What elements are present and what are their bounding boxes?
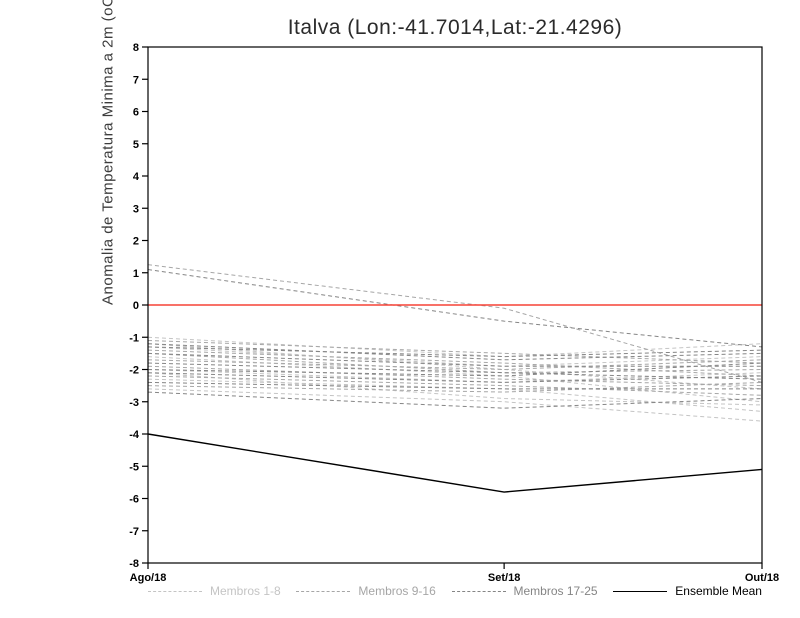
series-line: [147, 269, 763, 348]
series-line: [147, 378, 763, 412]
legend-line-sample: [451, 590, 506, 592]
legend-line-sample: [613, 590, 668, 592]
legend-line-sample: [296, 590, 351, 592]
y-tick-label: 2: [133, 236, 139, 248]
series-line: [147, 343, 763, 361]
chart-title: Italva (Lon:-41.7014,Lat:-21.4296): [287, 16, 623, 39]
y-tick-label: 1: [133, 268, 139, 280]
legend-item-membros-17-25: Membros 17-25: [451, 584, 598, 598]
series-line: [147, 381, 763, 393]
y-tick-label: 8: [133, 42, 139, 54]
series-line: [147, 343, 763, 390]
legend-item-membros-1-8: Membros 1-8: [148, 584, 281, 598]
y-tick-label: -3: [129, 397, 139, 409]
series-line: [147, 388, 763, 422]
series-line: [147, 362, 763, 377]
legend-label: Membros 9-16: [358, 584, 436, 598]
series-line: [147, 339, 763, 364]
series-line: [147, 352, 762, 367]
series-line: [147, 359, 763, 371]
y-tick-label: 0: [133, 300, 139, 312]
series-line: [147, 372, 763, 383]
y-tick-label: 7: [133, 74, 139, 86]
series-line: [147, 391, 763, 409]
y-tick-label: 5: [133, 139, 139, 151]
series-line: [147, 349, 763, 377]
chart-legend: Membros 1-8 Membros 9-16 Membros 17-25 Ense…: [148, 584, 762, 598]
series-line: [147, 375, 763, 396]
series-line: [147, 336, 763, 358]
x-tick-label: Out/18: [745, 572, 779, 584]
legend-label: Ensemble Mean: [675, 584, 762, 598]
series-line: [147, 264, 763, 383]
series-line: [147, 369, 763, 383]
x-tick-label: Ago/18: [130, 572, 167, 584]
series-line: [147, 352, 763, 374]
y-tick-label: -5: [129, 461, 139, 473]
series-line: [147, 372, 763, 406]
y-tick-label: -6: [129, 494, 139, 506]
y-tick-label: -7: [129, 526, 139, 538]
series-line: [147, 346, 763, 358]
legend-label: Membros 17-25: [513, 584, 598, 598]
y-tick-label: 4: [133, 171, 140, 183]
legend-item-membros-9-16: Membros 9-16: [296, 584, 436, 598]
series-line: [147, 433, 763, 493]
y-tick-label: 6: [133, 107, 139, 119]
series-line: [147, 381, 762, 390]
x-tick-label: Set/18: [488, 572, 520, 584]
legend-label: Membros 1-8: [210, 584, 281, 598]
series-line: [147, 362, 763, 380]
y-tick-label: 3: [133, 203, 139, 215]
legend-item-ensemble-mean: Ensemble Mean: [613, 584, 762, 598]
series-line: [147, 365, 763, 387]
y-tick-label: -8: [129, 558, 139, 570]
legend-line-sample: [148, 590, 202, 592]
y-tick-label: -1: [129, 332, 139, 344]
y-tick-label: -2: [129, 365, 139, 377]
y-tick-label: -4: [129, 429, 140, 441]
